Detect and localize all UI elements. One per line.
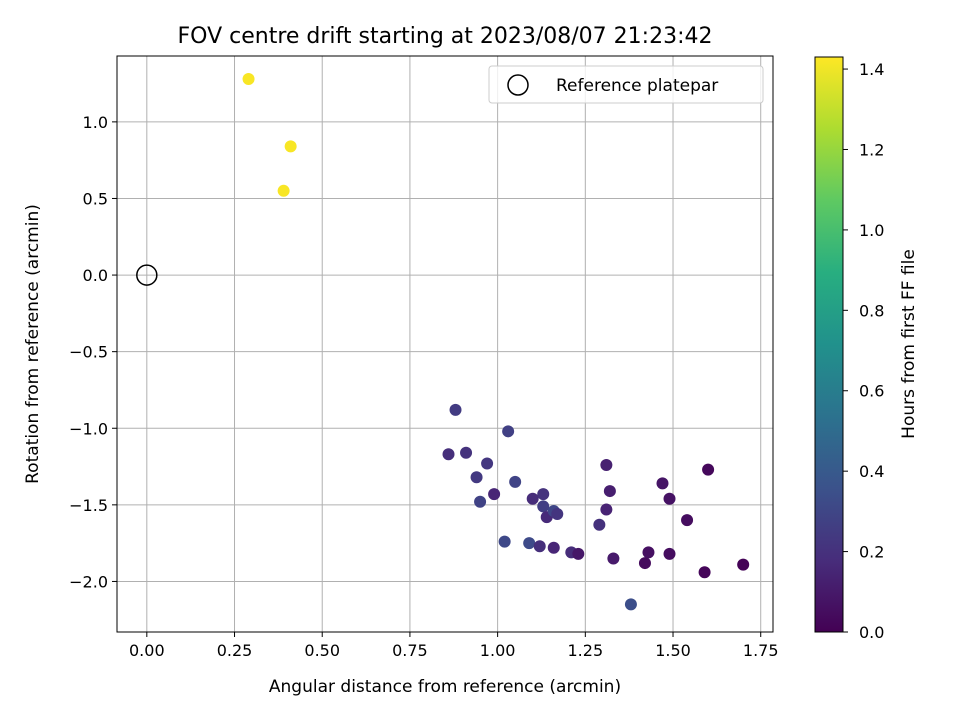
data-point xyxy=(460,446,473,459)
y-tick-label: −1.0 xyxy=(69,419,108,438)
data-point xyxy=(481,457,494,470)
data-point xyxy=(663,492,676,505)
x-tick-label: 1.75 xyxy=(743,641,779,660)
colorbar-ticks: 0.0 0.2 0.4 0.6 0.8 1.0 1.2 1.4 xyxy=(843,60,884,642)
data-point xyxy=(572,547,585,560)
data-point xyxy=(470,471,483,484)
legend: Reference platepar xyxy=(488,65,764,104)
data-point xyxy=(600,503,613,516)
data-points xyxy=(136,72,750,611)
data-point xyxy=(737,558,750,571)
colorbar-tick-label: 0.6 xyxy=(859,382,884,401)
x-tick-label: 0.25 xyxy=(217,641,253,660)
data-point xyxy=(533,540,546,553)
x-axis-label: Angular distance from reference (arcmin) xyxy=(269,677,621,697)
data-point xyxy=(603,485,616,498)
y-axis-label: Rotation from reference (arcmin) xyxy=(23,204,43,484)
data-point xyxy=(442,448,455,461)
data-point xyxy=(474,495,487,508)
data-point xyxy=(526,492,539,505)
data-point xyxy=(551,508,564,521)
data-point xyxy=(681,514,694,527)
data-point xyxy=(656,477,669,490)
x-axis-ticks: 0.00 0.25 0.50 0.75 1.00 1.25 1.50 1.75 xyxy=(129,632,779,660)
y-tick-label: −0.5 xyxy=(69,343,108,362)
x-tick-label: 0.00 xyxy=(129,641,165,660)
legend-box xyxy=(488,65,764,104)
data-point xyxy=(624,598,637,611)
y-tick-label: 1.0 xyxy=(83,113,108,132)
colorbar-tick-label: 1.2 xyxy=(859,140,884,159)
chart-title: FOV centre drift starting at 2023/08/07 … xyxy=(178,24,713,49)
colorbar-tick-label: 0.2 xyxy=(859,543,884,562)
colorbar-tick-label: 1.4 xyxy=(859,60,884,79)
data-point xyxy=(242,72,255,85)
x-tick-label: 0.50 xyxy=(304,641,340,660)
y-tick-label: 0.5 xyxy=(83,189,108,208)
colorbar-tick-label: 0.8 xyxy=(859,301,884,320)
data-point xyxy=(502,425,515,438)
data-point xyxy=(642,546,655,559)
data-point xyxy=(449,403,462,416)
plot-area xyxy=(116,55,774,633)
data-point xyxy=(663,547,676,560)
legend-label-reference-platepar: Reference platepar xyxy=(556,76,718,96)
data-point xyxy=(698,566,711,579)
legend-marker-reference-platepar xyxy=(507,74,529,96)
y-axis-ticks: 1.0 0.5 0.0 −0.5 −1.0 −1.5 −2.0 xyxy=(69,113,117,591)
reference-platepar-marker xyxy=(136,264,158,286)
data-point xyxy=(547,541,560,554)
x-tick-label: 1.50 xyxy=(655,641,691,660)
colorbar-gradient xyxy=(814,56,844,633)
data-point xyxy=(284,140,297,153)
data-point xyxy=(702,463,715,476)
colorbar-tick-label: 0.4 xyxy=(859,462,884,481)
colorbar: 0.0 0.2 0.4 0.6 0.8 1.0 1.2 1.4 Hours from firs… xyxy=(814,56,919,642)
data-point xyxy=(600,459,613,472)
data-point xyxy=(509,475,522,488)
data-point xyxy=(593,518,606,531)
x-tick-label: 0.75 xyxy=(392,641,428,660)
y-tick-label: 0.0 xyxy=(83,266,108,285)
data-point xyxy=(488,488,501,501)
y-tick-label: −2.0 xyxy=(69,572,108,591)
colorbar-tick-label: 0.0 xyxy=(859,623,884,642)
colorbar-label: Hours from first FF file xyxy=(899,249,919,439)
data-point xyxy=(498,535,511,548)
y-tick-label: −1.5 xyxy=(69,496,108,515)
x-tick-label: 1.25 xyxy=(568,641,604,660)
data-point xyxy=(607,552,620,565)
grid xyxy=(117,56,773,632)
colorbar-tick-label: 1.0 xyxy=(859,221,884,240)
data-point xyxy=(537,500,550,513)
x-tick-label: 1.00 xyxy=(480,641,516,660)
data-point xyxy=(277,184,290,197)
data-point xyxy=(537,488,550,501)
data-point xyxy=(523,537,536,550)
data-point xyxy=(638,557,651,570)
